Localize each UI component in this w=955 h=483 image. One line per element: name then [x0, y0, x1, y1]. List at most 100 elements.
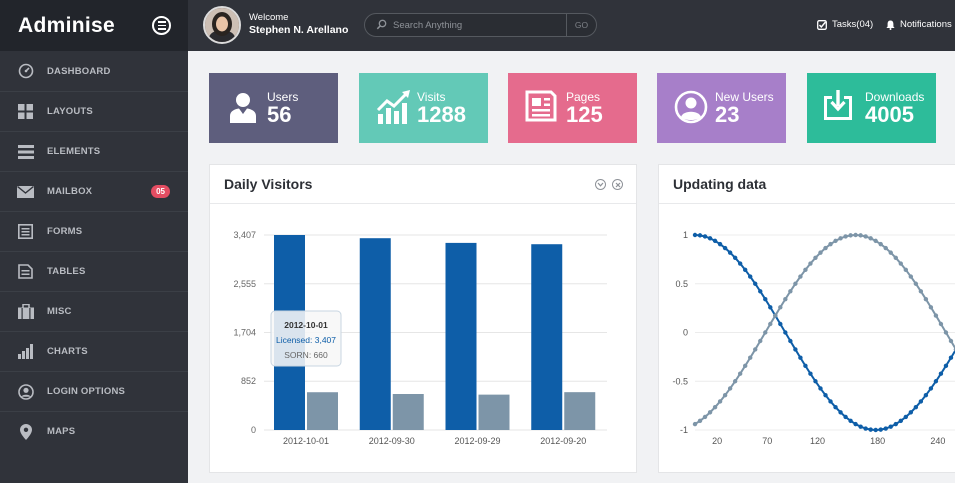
sidebar-item-elements[interactable]: ELEMENTS — [0, 131, 188, 171]
data-point[interactable] — [923, 392, 929, 398]
sidebar-item-dashboard[interactable]: DASHBOARD — [0, 51, 188, 91]
data-point[interactable] — [863, 234, 868, 239]
data-point[interactable] — [722, 245, 728, 251]
data-point[interactable] — [828, 399, 833, 404]
data-point[interactable] — [833, 238, 838, 244]
tasks-link[interactable]: Tasks(04) — [817, 19, 873, 30]
data-point[interactable] — [717, 399, 723, 404]
data-point[interactable] — [823, 245, 828, 251]
user-name[interactable]: Stephen N. Arellano — [249, 24, 349, 36]
data-point[interactable] — [722, 392, 728, 398]
collapse-icon[interactable] — [595, 179, 606, 190]
data-point[interactable] — [883, 245, 888, 251]
app-logo[interactable]: Adminise — [18, 13, 115, 37]
data-point[interactable] — [697, 233, 703, 238]
data-point[interactable] — [873, 238, 878, 244]
data-point[interactable] — [692, 232, 698, 238]
data-point[interactable] — [813, 255, 818, 261]
stat-tile-downloads[interactable]: Downloads 4005 — [807, 73, 936, 143]
data-point[interactable] — [938, 321, 944, 327]
data-point[interactable] — [818, 250, 823, 255]
data-point[interactable] — [768, 305, 773, 310]
bar-sorn-2012-09-29[interactable] — [478, 394, 510, 430]
data-point[interactable] — [918, 289, 924, 294]
sidebar-item-misc[interactable]: MISC — [0, 291, 188, 331]
data-point[interactable] — [697, 418, 703, 424]
data-point[interactable] — [783, 296, 788, 302]
data-point[interactable] — [878, 241, 883, 247]
data-point[interactable] — [778, 321, 783, 327]
data-point[interactable] — [763, 296, 768, 302]
data-point[interactable] — [753, 347, 758, 352]
data-point[interactable] — [908, 274, 914, 279]
data-point[interactable] — [778, 305, 783, 310]
data-point[interactable] — [948, 355, 954, 360]
bar-licensed-2012-09-30[interactable] — [359, 238, 391, 430]
data-point[interactable] — [818, 386, 823, 391]
data-point[interactable] — [838, 410, 843, 415]
data-point[interactable] — [873, 427, 878, 433]
data-point[interactable] — [913, 404, 919, 410]
data-point[interactable] — [808, 261, 813, 266]
data-point[interactable] — [933, 379, 939, 384]
bar-sorn-2012-09-20[interactable] — [564, 392, 596, 430]
data-point[interactable] — [712, 238, 718, 244]
data-point[interactable] — [868, 427, 873, 432]
data-point[interactable] — [903, 267, 909, 273]
data-point[interactable] — [943, 363, 949, 369]
data-point[interactable] — [727, 250, 733, 255]
data-point[interactable] — [748, 355, 753, 360]
data-point[interactable] — [908, 410, 914, 415]
data-point[interactable] — [933, 313, 939, 318]
data-point[interactable] — [853, 421, 858, 427]
notifications-link[interactable]: Notifications — [886, 19, 952, 30]
stat-tile-visits[interactable]: Visits 1288 — [359, 73, 488, 143]
data-point[interactable] — [848, 233, 853, 238]
bar-sorn-2012-10-01[interactable] — [307, 392, 338, 430]
data-point[interactable] — [692, 421, 698, 427]
sidebar-item-mailbox[interactable]: MAILBOX 05 — [0, 171, 188, 211]
data-point[interactable] — [748, 274, 753, 279]
stat-tile-pages[interactable]: Pages 125 — [508, 73, 637, 143]
data-point[interactable] — [878, 427, 883, 432]
data-point[interactable] — [903, 414, 909, 420]
data-point[interactable] — [737, 261, 743, 266]
data-point[interactable] — [833, 404, 838, 410]
data-point[interactable] — [823, 392, 828, 398]
close-icon[interactable] — [612, 179, 623, 190]
data-point[interactable] — [898, 418, 903, 424]
data-point[interactable] — [732, 255, 738, 261]
data-point[interactable] — [853, 232, 858, 238]
data-point[interactable] — [848, 418, 853, 424]
data-point[interactable] — [732, 379, 738, 384]
data-point[interactable] — [843, 234, 848, 239]
sidebar-item-login-options[interactable]: LOGIN OPTIONS — [0, 371, 188, 411]
data-point[interactable] — [798, 274, 803, 279]
sidebar-item-tables[interactable]: TABLES — [0, 251, 188, 291]
data-point[interactable] — [803, 267, 808, 273]
data-point[interactable] — [838, 236, 843, 241]
data-point[interactable] — [893, 255, 898, 261]
sidebar-item-charts[interactable]: CHARTS — [0, 331, 188, 371]
data-point[interactable] — [828, 241, 833, 247]
data-point[interactable] — [803, 363, 808, 369]
data-point[interactable] — [788, 289, 793, 294]
data-point[interactable] — [773, 313, 778, 318]
data-point[interactable] — [858, 424, 863, 429]
data-point[interactable] — [943, 330, 949, 335]
data-point[interactable] — [928, 386, 934, 391]
data-point[interactable] — [798, 355, 803, 360]
data-point[interactable] — [702, 414, 708, 420]
data-point[interactable] — [763, 330, 768, 335]
data-point[interactable] — [808, 371, 813, 376]
data-point[interactable] — [843, 414, 848, 420]
stat-tile-new-users[interactable]: New Users 23 — [657, 73, 786, 143]
menu-toggle-icon[interactable] — [152, 16, 171, 35]
data-point[interactable] — [707, 410, 713, 415]
data-point[interactable] — [737, 371, 743, 376]
data-point[interactable] — [793, 281, 798, 286]
data-point[interactable] — [868, 236, 873, 241]
data-point[interactable] — [888, 250, 893, 255]
data-point[interactable] — [742, 267, 748, 273]
bar-licensed-2012-09-29[interactable] — [445, 242, 477, 430]
